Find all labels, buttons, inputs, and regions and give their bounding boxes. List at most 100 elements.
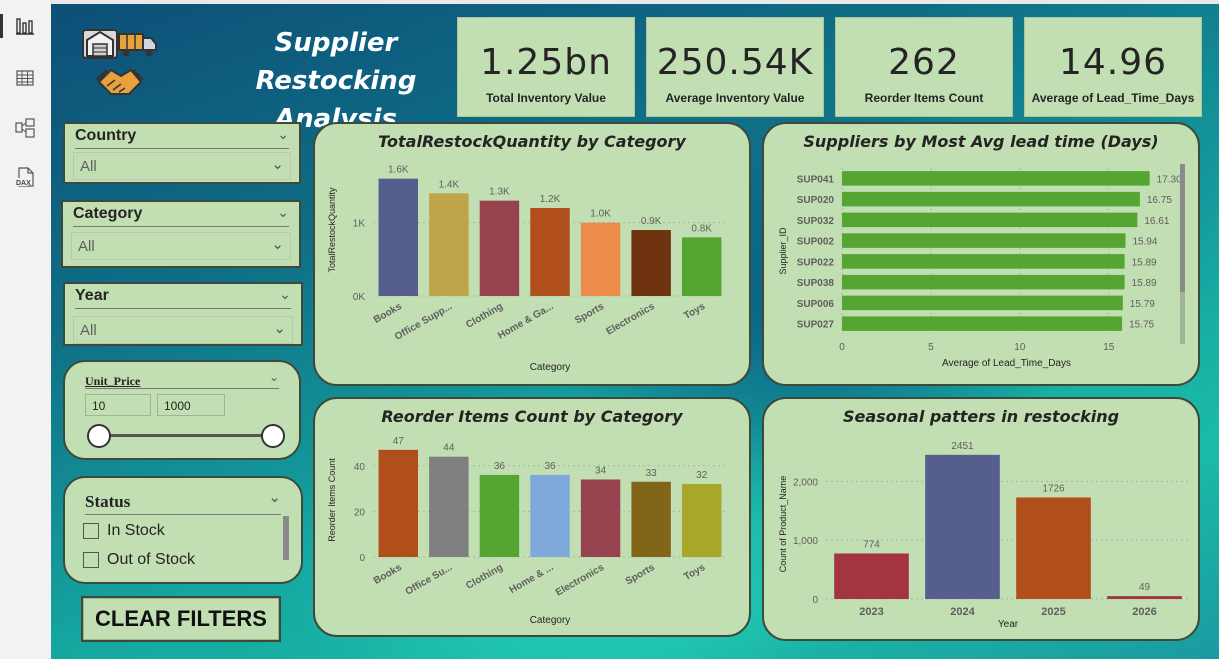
country-slicer[interactable]: Country ⌄ All ⌄	[63, 122, 301, 184]
logo-icons	[82, 29, 157, 95]
top-strip	[0, 0, 1219, 4]
unit-price-slider[interactable]: Unit_Price ⌄ 10 1000	[63, 360, 301, 460]
bar	[834, 553, 909, 599]
data-label: 47	[393, 436, 405, 447]
data-label: 1726	[1042, 483, 1065, 494]
status-slicer-label: Status	[85, 492, 131, 511]
data-label: 34	[595, 465, 607, 476]
data-label: 17.30	[1157, 174, 1182, 185]
bar	[580, 479, 621, 557]
model-view-button[interactable]	[10, 114, 40, 142]
x-tick-label: Clothing	[464, 562, 505, 592]
category-slicer-label: Category	[73, 205, 143, 222]
kpi-card-average-lead-time[interactable]: 14.96 Average of Lead_Time_Days	[1024, 17, 1202, 117]
chevron-down-icon[interactable]: ⌄	[279, 286, 291, 302]
seasonal-chart-panel: Seasonal patters in restocking 0 1,000 2,0…	[762, 397, 1200, 641]
status-option-out-of-stock[interactable]: Out of Stock	[83, 551, 195, 569]
bar	[925, 454, 1000, 599]
slicer-divider	[75, 308, 291, 309]
slicer-divider	[85, 388, 279, 389]
kpi-value: 262	[888, 42, 960, 83]
y-tick-label: 40	[354, 462, 366, 473]
status-slicer[interactable]: Status ⌄ In Stock Out of Stock	[63, 476, 303, 584]
chevron-down-icon[interactable]: ⌄	[277, 204, 289, 220]
bar	[530, 474, 570, 557]
checkbox[interactable]	[83, 552, 99, 568]
clear-filters-button[interactable]: CLEAR FILTERS	[81, 596, 281, 642]
kpi-label: Average Inventory Value	[665, 91, 805, 105]
lead-time-chart-panel: Suppliers by Most Avg lead time (Days) 0…	[762, 122, 1200, 386]
data-label: 1.6K	[388, 165, 409, 176]
slider-min-handle[interactable]	[87, 424, 111, 448]
x-tick-label: Sports	[573, 301, 606, 327]
status-option-in-stock[interactable]: In Stock	[83, 522, 165, 540]
x-tick-label: 15	[1103, 342, 1115, 353]
handshake-icon	[95, 68, 145, 95]
y-tick-label: 1,000	[793, 536, 818, 547]
scrollbar[interactable]	[283, 516, 289, 560]
slicer-divider	[75, 148, 289, 149]
dax-query-button[interactable]: DAX	[10, 164, 40, 192]
checkbox[interactable]	[83, 523, 99, 539]
kpi-value: 250.54K	[656, 42, 814, 83]
data-label: 0.9K	[641, 216, 662, 227]
slider-max-handle[interactable]	[261, 424, 285, 448]
unit-price-max-input[interactable]: 1000	[157, 394, 225, 416]
kpi-card-average-inventory-value[interactable]: 250.54K Average Inventory Value	[646, 17, 824, 117]
slicer-divider	[85, 514, 281, 515]
year-dropdown[interactable]: All ⌄	[73, 316, 293, 344]
bar	[631, 481, 671, 557]
y-tick-label: SUP041	[797, 174, 835, 185]
unit-price-min-input[interactable]: 10	[85, 394, 151, 416]
data-label: 15.79	[1130, 299, 1155, 310]
data-label: 33	[646, 468, 658, 479]
kpi-card-total-inventory-value[interactable]: 1.25bn Total Inventory Value	[457, 17, 635, 117]
bar	[530, 208, 570, 296]
y-tick-label: 2,000	[793, 477, 818, 488]
x-tick-label: Electronics	[604, 301, 657, 338]
y-tick-label: 0K	[353, 292, 366, 303]
report-view-button[interactable]	[0, 12, 40, 40]
x-tick-label: Home & ...	[508, 562, 556, 596]
report-title-line1: Supplier Restocking	[255, 28, 417, 96]
data-label: 15.89	[1132, 278, 1157, 289]
x-axis-label: Average of Lead_Time_Days	[942, 358, 1071, 369]
y-axis-label: Reorder Items Count	[327, 458, 337, 542]
y-tick-label: SUP038	[797, 278, 835, 289]
dax-query-icon: DAX	[15, 167, 34, 187]
chevron-down-icon[interactable]: ⌄	[268, 370, 279, 384]
bar	[479, 474, 520, 557]
bar	[429, 193, 469, 296]
table-view-icon	[16, 70, 34, 86]
x-tick-label: Office Supp...	[393, 301, 455, 343]
data-label: 49	[1139, 582, 1151, 593]
country-dropdown[interactable]: All ⌄	[73, 152, 291, 180]
data-label: 1.3K	[489, 187, 510, 198]
data-label: 16.75	[1147, 195, 1172, 206]
bar	[580, 222, 621, 296]
y-axis-label: Supplier_ID	[778, 227, 788, 275]
restock-quantity-chart: 0K 1K 1.6K Books 1.4K Office Supp... 1.3K Cloth…	[327, 165, 727, 373]
chart-title: TotalRestockQuantity by Category	[378, 132, 686, 151]
bar	[842, 295, 1123, 311]
bar	[1107, 596, 1182, 599]
year-slicer[interactable]: Year ⌄ All ⌄	[63, 282, 303, 346]
chevron-down-icon[interactable]: ⌄	[268, 489, 281, 506]
category-slicer[interactable]: Category ⌄ All ⌄	[61, 200, 301, 268]
bar	[681, 237, 722, 296]
category-dropdown[interactable]: All ⌄	[71, 232, 291, 260]
y-axis-label: TotalRestockQuantity	[327, 187, 337, 273]
data-label: 1.2K	[540, 194, 561, 205]
report-view-icon	[16, 18, 34, 35]
slider-track[interactable]	[99, 434, 275, 437]
kpi-label: Average of Lead_Time_Days	[1031, 91, 1195, 105]
kpi-card-reorder-items-count[interactable]: 262 Reorder Items Count	[835, 17, 1013, 117]
table-view-button[interactable]	[10, 64, 40, 92]
kpi-value: 14.96	[1058, 42, 1168, 83]
y-tick-label: SUP002	[797, 237, 835, 248]
reorder-count-chart: 0 20 40 47 Books 44 Office Su... 36 Clothing 36 Ho…	[327, 436, 727, 626]
truck-icon	[118, 33, 157, 57]
status-option-label: Out of Stock	[107, 551, 196, 568]
chevron-down-icon[interactable]: ⌄	[277, 126, 289, 142]
bar	[1016, 497, 1091, 599]
